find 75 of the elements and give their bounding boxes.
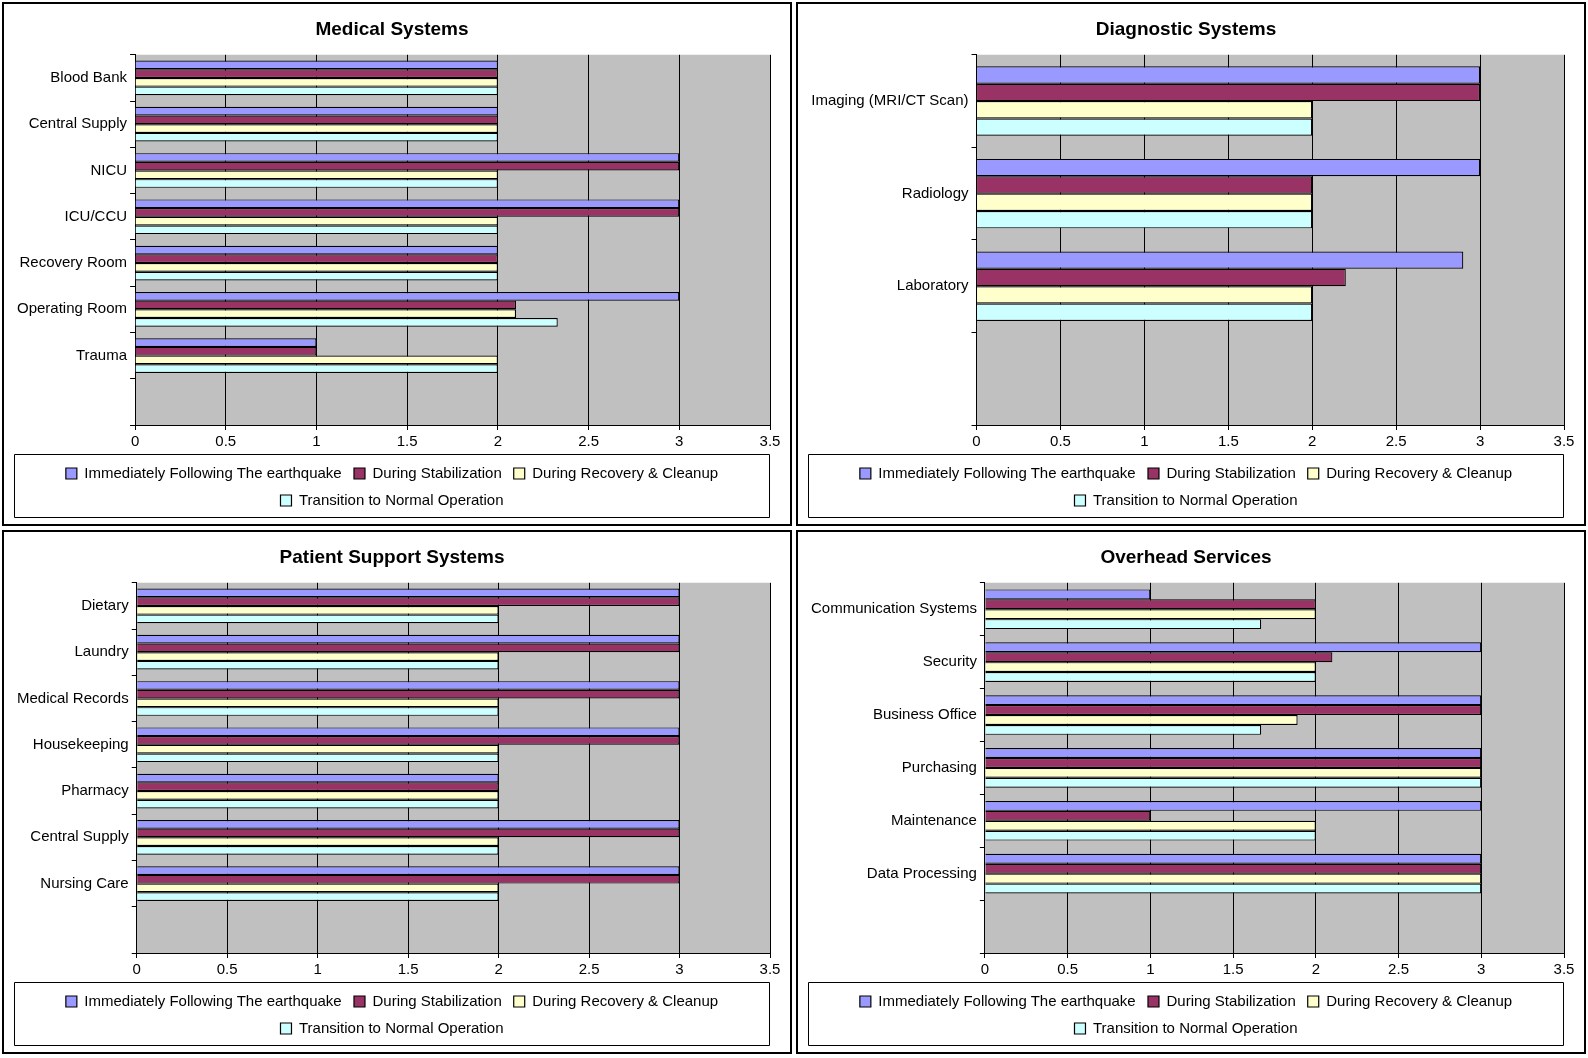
x-tick-label: 1 xyxy=(312,432,321,450)
y-tick-label: Housekeeping xyxy=(32,734,129,752)
x-tick-label: 3.5 xyxy=(1553,432,1575,450)
legend-label: During Stabilization xyxy=(1166,463,1296,481)
x-tick-label: 1.5 xyxy=(397,960,419,978)
legend-label: During Recovery & Cleanup xyxy=(532,463,719,481)
legend-label: Immediately Following The earthquake xyxy=(84,463,342,481)
y-tick-label: Central Supply xyxy=(28,114,128,132)
y-tick-label: Dietary xyxy=(81,596,130,614)
chart-title: Medical Systems xyxy=(315,17,469,39)
x-tick-label: 3.5 xyxy=(759,960,781,978)
x-tick-label: 2.5 xyxy=(1385,432,1407,450)
x-tick-label: 3.5 xyxy=(1553,960,1575,978)
legend-label: Immediately Following The earthquake xyxy=(878,463,1136,481)
y-tick-label: Recovery Room xyxy=(19,253,128,271)
x-tick-label: 1 xyxy=(313,960,322,978)
y-tick-label: Communication Systems xyxy=(811,599,977,617)
x-tick-label: 0 xyxy=(130,432,140,450)
x-tick-label: 3 xyxy=(1477,960,1486,978)
y-tick-label: Radiology xyxy=(901,183,970,201)
x-tick-label: 0 xyxy=(972,432,981,450)
y-tick-label: Nursing Care xyxy=(40,873,129,891)
x-tick-label: 2 xyxy=(494,960,503,978)
y-tick-label: Data Processing xyxy=(866,863,977,881)
x-tick-label: 3.5 xyxy=(759,432,781,450)
x-tick-label: 3 xyxy=(675,432,684,450)
x-tick-label: 2.5 xyxy=(578,432,600,450)
x-tick-label: 1.5 xyxy=(1222,960,1244,978)
legend-label: During Recovery & Cleanup xyxy=(1326,991,1513,1009)
x-tick-label: 0.5 xyxy=(215,432,237,450)
legend-label: Transition to Normal Operation xyxy=(1092,490,1298,508)
x-tick-label: 0.5 xyxy=(1050,432,1071,450)
x-tick-label: 2.5 xyxy=(1388,960,1409,978)
x-tick-label: 1.5 xyxy=(1217,432,1239,450)
x-tick-label: 2.5 xyxy=(578,960,600,978)
x-tick-label: 2 xyxy=(493,432,503,450)
y-tick-label: Imaging (MRI/CT Scan) xyxy=(811,91,969,109)
legend-label: Transition to Normal Operation xyxy=(298,490,504,508)
legend-label: Immediately Following The earthquake xyxy=(878,991,1136,1009)
y-tick-label: Pharmacy xyxy=(61,781,130,799)
x-tick-label: 0 xyxy=(980,960,990,978)
y-tick-label: Purchasing xyxy=(901,758,977,776)
x-tick-label: 1 xyxy=(1146,960,1155,978)
y-tick-label: Medical Records xyxy=(16,688,129,706)
y-tick-label: NICU xyxy=(90,160,128,178)
x-tick-label: 1.5 xyxy=(396,432,418,450)
legend-label: During Stabilization xyxy=(372,991,502,1009)
y-tick-label: Blood Bank xyxy=(50,68,128,86)
y-tick-label: Business Office xyxy=(872,705,977,723)
y-tick-label: Laboratory xyxy=(896,276,970,294)
x-tick-label: 1 xyxy=(1140,432,1149,450)
legend-label: During Stabilization xyxy=(372,463,502,481)
legend-label: During Recovery & Cleanup xyxy=(1326,463,1513,481)
x-tick-label: 2 xyxy=(1308,432,1317,450)
x-tick-label: 0.5 xyxy=(216,960,238,978)
legend-label: During Stabilization xyxy=(1166,991,1296,1009)
chart-title: Diagnostic Systems xyxy=(1095,17,1277,39)
x-tick-label: 3 xyxy=(1475,432,1485,450)
y-tick-label: Trauma xyxy=(75,345,128,363)
legend-label: During Recovery & Cleanup xyxy=(532,991,719,1009)
legend-label: Transition to Normal Operation xyxy=(298,1018,504,1036)
y-tick-label: Central Supply xyxy=(30,827,130,845)
x-tick-label: 3 xyxy=(675,960,684,978)
legend-label: Transition to Normal Operation xyxy=(1092,1018,1298,1036)
chart-title: Patient Support Systems xyxy=(279,545,505,567)
legend-label: Immediately Following The earthquake xyxy=(84,991,342,1009)
x-tick-label: 0 xyxy=(132,960,141,978)
y-tick-label: Laundry xyxy=(74,642,130,660)
x-tick-label: 2 xyxy=(1311,960,1320,978)
x-tick-label: 0.5 xyxy=(1057,960,1079,978)
y-tick-label: ICU/CCU xyxy=(64,206,128,224)
y-tick-label: Security xyxy=(922,652,978,670)
chart-title: Overhead Services xyxy=(1100,545,1272,567)
y-tick-label: Operating Room xyxy=(16,299,128,317)
y-tick-label: Maintenance xyxy=(890,810,977,828)
